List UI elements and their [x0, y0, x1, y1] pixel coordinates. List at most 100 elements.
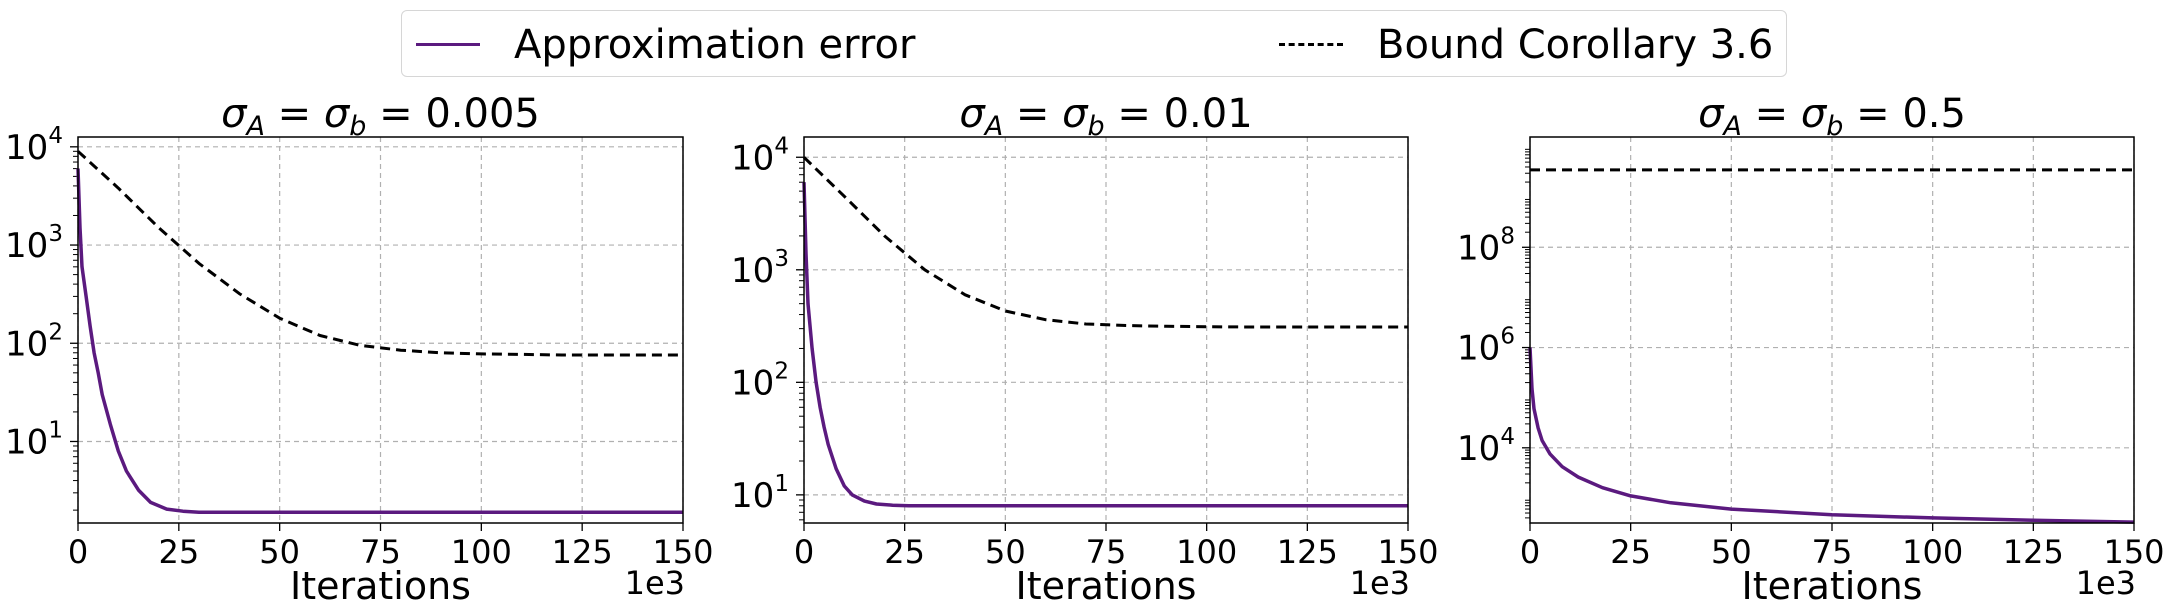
- x-tick-label: 125: [2003, 533, 2064, 571]
- y-tick-exponent: 3: [774, 246, 789, 272]
- chart-title: σA = σb = 0.005: [221, 91, 540, 142]
- x-tick-label: 150: [652, 533, 713, 571]
- y-tick-base: 10: [1457, 228, 1500, 268]
- bound-line: [802, 156, 1408, 329]
- legend-item-approximation-error: Approximation error: [416, 11, 915, 78]
- y-tick-exponent: 2: [774, 358, 789, 384]
- y-tick-label: 102: [731, 358, 789, 403]
- title-sigma-b: σ: [1062, 91, 1089, 137]
- x-tick-label: 100: [451, 533, 512, 571]
- title-sigma-b: σ: [1801, 91, 1828, 137]
- title-sigma-a: σ: [1698, 91, 1725, 137]
- title-value: 0.005: [425, 91, 540, 137]
- y-tick-base: 10: [731, 363, 774, 403]
- y-tick-base: 10: [731, 138, 774, 178]
- title-value: 0.5: [1902, 91, 1966, 137]
- legend-error-label: Approximation error: [514, 21, 916, 68]
- x-tick-label: 0: [794, 533, 814, 571]
- x-tick-label: 25: [1610, 533, 1651, 571]
- x-tick-label: 150: [2103, 533, 2164, 571]
- bound-line: [76, 150, 683, 357]
- x-axis-multiplier: 1e3: [1350, 564, 1410, 602]
- legend-item-bound: Bound Corollary 3.6: [1279, 11, 1773, 78]
- x-axis-multiplier: 1e3: [2076, 564, 2136, 602]
- y-tick-base: 10: [5, 422, 48, 462]
- x-tick-label: 50: [985, 533, 1026, 571]
- title-equals: =: [1742, 91, 1801, 137]
- y-tick-label: 102: [5, 319, 63, 364]
- title-sub-b: b: [349, 111, 366, 142]
- x-tick-label: 75: [360, 533, 401, 571]
- title-value: 0.01: [1164, 91, 1253, 137]
- chart-title: σA = σb = 0.5: [1698, 91, 1966, 142]
- y-tick-base: 10: [5, 128, 48, 168]
- x-tick-label: 50: [1711, 533, 1752, 571]
- x-axis-label: Iterations: [1016, 564, 1197, 608]
- y-tick-label: 106: [1457, 324, 1515, 369]
- y-tick-label: 103: [5, 221, 63, 266]
- y-tick-exponent: 4: [1500, 424, 1515, 450]
- y-tick-exponent: 3: [48, 221, 63, 247]
- title-equals: =: [265, 91, 324, 137]
- title-equals: =: [366, 91, 425, 137]
- x-tick-label: 100: [1902, 533, 1963, 571]
- y-tick-label: 108: [1457, 223, 1515, 268]
- y-tick-exponent: 2: [48, 319, 63, 345]
- x-tick-label: 150: [1377, 533, 1438, 571]
- error-line: [1528, 347, 2135, 524]
- y-tick-exponent: 6: [1500, 324, 1515, 350]
- x-axis-multiplier: 1e3: [625, 564, 685, 602]
- y-tick-base: 10: [1457, 429, 1500, 469]
- y-tick-base: 10: [5, 226, 48, 266]
- y-tick-label: 103: [731, 246, 789, 291]
- y-tick-exponent: 4: [48, 123, 63, 149]
- y-tick-base: 10: [5, 324, 48, 364]
- title-sub-a: A: [1721, 111, 1741, 142]
- legend-error-swatch: [416, 43, 480, 46]
- y-tick-exponent: 1: [48, 417, 63, 443]
- title-equals: =: [1105, 91, 1164, 137]
- legend-bound-swatch: [1279, 43, 1343, 46]
- y-tick-label: 101: [5, 417, 63, 462]
- y-tick-base: 10: [731, 251, 774, 291]
- chart-title: σA = σb = 0.01: [959, 91, 1252, 142]
- legend-bound-label: Bound Corollary 3.6: [1377, 21, 1774, 68]
- title-sub-b: b: [1088, 111, 1105, 142]
- x-tick-label: 125: [1277, 533, 1338, 571]
- x-tick-label: 75: [1086, 533, 1127, 571]
- x-tick-label: 0: [68, 533, 88, 571]
- title-sigma-a: σ: [221, 91, 248, 137]
- y-tick-base: 10: [1457, 329, 1500, 369]
- x-axis-label: Iterations: [1742, 564, 1923, 608]
- x-tick-label: 50: [259, 533, 300, 571]
- y-tick-label: 104: [731, 133, 789, 178]
- error-line: [76, 168, 683, 515]
- title-equals: =: [1003, 91, 1062, 137]
- title-sigma-a: σ: [959, 91, 986, 137]
- x-tick-label: 25: [884, 533, 925, 571]
- y-tick-exponent: 4: [774, 133, 789, 159]
- y-tick-base: 10: [731, 476, 774, 516]
- title-sub-b: b: [1826, 111, 1843, 142]
- title-sub-a: A: [244, 111, 264, 142]
- error-line: [802, 182, 1408, 508]
- y-tick-exponent: 1: [774, 471, 789, 497]
- x-tick-label: 25: [158, 533, 199, 571]
- x-tick-label: 0: [1520, 533, 1540, 571]
- title-equals: =: [1843, 91, 1902, 137]
- title-sigma-b: σ: [324, 91, 351, 137]
- y-tick-label: 104: [1457, 424, 1515, 469]
- legend: Approximation error Bound Corollary 3.6: [401, 10, 1787, 77]
- y-tick-exponent: 8: [1500, 223, 1515, 249]
- x-tick-label: 125: [552, 533, 613, 571]
- x-tick-label: 100: [1176, 533, 1237, 571]
- y-tick-label: 104: [5, 123, 63, 168]
- y-tick-label: 101: [731, 471, 789, 516]
- x-axis-label: Iterations: [290, 564, 471, 608]
- x-tick-label: 75: [1812, 533, 1853, 571]
- title-sub-a: A: [983, 111, 1003, 142]
